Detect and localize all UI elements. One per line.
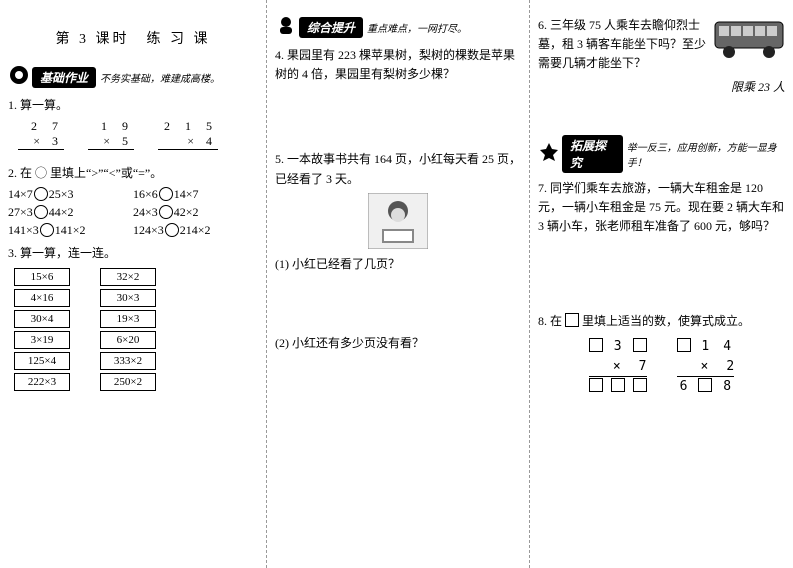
q7: 7. 同学们乘车去旅游，一辆大车租金是 120 元，一辆小车租金是 75 元。现… <box>538 179 785 237</box>
q8b: 1 4 ×2 6 8 <box>677 337 735 397</box>
section-ext-sub: 举一反三，应用创新，方能一显身手！ <box>627 139 785 169</box>
bus-caption: 限乘 23 人 <box>538 78 785 95</box>
star-icon <box>538 141 560 163</box>
q1-1-top: 1 9 <box>88 119 134 134</box>
match-cell: 125×4 <box>14 352 70 370</box>
gear-icon <box>8 64 30 86</box>
q4: 4. 果园里有 223 棵苹果树，梨树的棵数是苹果树的 4 倍，果园里有梨树多少… <box>275 46 521 84</box>
match-cell: 15×6 <box>14 268 70 286</box>
q5b: (2) 小红还有多少页没有看？ <box>275 334 521 353</box>
q2-rows: 14×725×316×614×7 27×344×224×342×2 141×3141… <box>8 187 258 238</box>
section-basic-header: 基础作业 不务实基础，难建成高楼。 <box>8 64 258 90</box>
section-comp-sub: 重点难点，一网打尽。 <box>367 20 467 35</box>
section-ext-label: 拓展探究 <box>562 135 623 173</box>
section-basic-label: 基础作业 <box>32 67 96 88</box>
section-comp-header: 综合提升 重点难点，一网打尽。 <box>275 14 521 40</box>
q2-title: 2. 在 ◯ 里填上“>”“<”或“=”。 <box>8 164 258 183</box>
comparison-row: 27×344×224×342×2 <box>8 205 258 220</box>
q1-0-top: 2 7 <box>18 119 64 134</box>
q3-title: 3. 算一算，连一连。 <box>8 244 258 263</box>
girl-reading-icon <box>368 193 428 249</box>
match-cell: 30×3 <box>100 289 156 307</box>
match-cell: 4×16 <box>14 289 70 307</box>
match-cell: 333×2 <box>100 352 156 370</box>
q1-1-bot: 5 <box>122 134 134 148</box>
section-basic-sub: 不务实基础，难建成高楼。 <box>100 70 220 85</box>
lesson-title: 第 3 课时 练 习 课 <box>8 28 258 48</box>
q6-text: 6. 三年级 75 人乘车去瞻仰烈士墓，租 3 辆客车能坐下吗？至少需要几辆才能… <box>538 18 706 70</box>
bus-icon <box>713 16 785 60</box>
match-cell: 250×2 <box>100 373 156 391</box>
section-comp-label: 综合提升 <box>299 17 363 38</box>
q8-problems: 3 ×7 1 4 ×2 6 8 <box>538 337 785 397</box>
q1-problems: 2 7×3 1 9×5 2 1 5×4 <box>18 119 258 150</box>
section-ext-header: 拓展探究 举一反三，应用创新，方能一显身手！ <box>538 135 785 173</box>
q1-0-bot: 3 <box>52 134 64 148</box>
q1-2-bot: 4 <box>206 134 218 148</box>
comparison-row: 141×3141×2124×3214×2 <box>8 223 258 238</box>
q1-title: 1. 算一算。 <box>8 96 258 115</box>
match-cell: 3×19 <box>14 331 70 349</box>
q8: 8. 在 里填上适当的数，使算式成立。 <box>538 312 785 331</box>
boy-icon <box>275 14 297 36</box>
match-cell: 19×3 <box>100 310 156 328</box>
q5: 5. 一本故事书共有 164 页，小红每天看 25 页，已经看了 3 天。 <box>275 150 521 188</box>
match-cell: 6×20 <box>100 331 156 349</box>
match-cell: 32×2 <box>100 268 156 286</box>
match-cell: 222×3 <box>14 373 70 391</box>
q5a: (1) 小红已经看了几页？ <box>275 255 521 274</box>
comparison-row: 14×725×316×614×7 <box>8 187 258 202</box>
q8a: 3 ×7 <box>589 337 647 397</box>
q1-2-top: 2 1 5 <box>158 119 218 134</box>
q6: 6. 三年级 75 人乘车去瞻仰烈士墓，租 3 辆客车能坐下吗？至少需要几辆才能… <box>538 16 785 74</box>
match-cell: 30×4 <box>14 310 70 328</box>
q3-match: 15×6 4×16 30×4 3×19 125×4 222×3 32×2 30×3 19×3 6… <box>14 268 258 391</box>
